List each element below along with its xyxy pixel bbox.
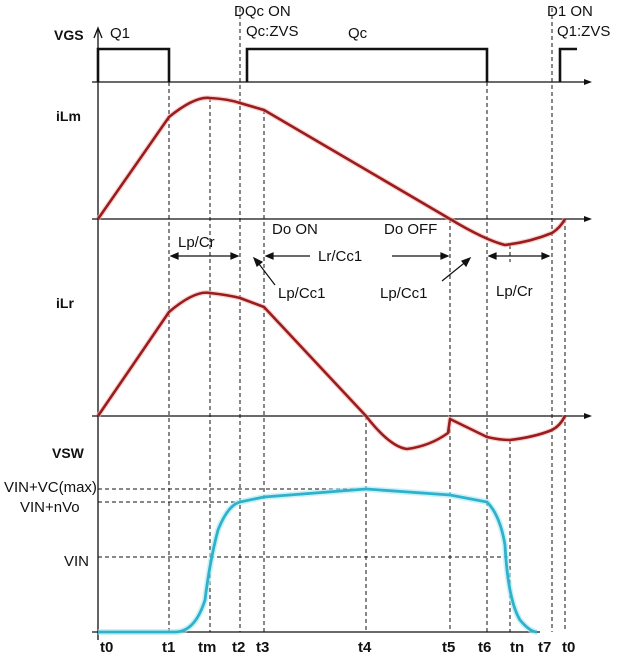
ilr-trace-glow — [95, 290, 568, 452]
vgs-label: VGS — [54, 27, 84, 43]
vgs-trace — [96, 47, 577, 82]
tick-t6: t6 — [478, 639, 491, 656]
lp-cc1-left-label: Lp/Cc1 — [278, 285, 326, 302]
tick-t0-end: t0 — [562, 639, 575, 656]
interval-arrows — [169, 252, 551, 286]
qc-label: Qc — [348, 25, 368, 42]
tick-t2: t2 — [232, 639, 245, 656]
tick-t0: t0 — [100, 639, 113, 656]
tick-t4: t4 — [358, 639, 372, 656]
do-on-label: Do ON — [272, 221, 318, 238]
vmax-label: VIN+VC(max) — [4, 479, 97, 496]
tick-t5: t5 — [442, 639, 455, 656]
dqc-on-label: DQc ON — [234, 3, 291, 20]
q1-zvs-label: Q1:ZVS — [557, 23, 610, 40]
ilm-label: iLm — [56, 108, 81, 124]
vin-label: VIN — [64, 553, 89, 570]
lr-cc1-label: Lr/Cc1 — [318, 248, 362, 265]
ilr-label: iLr — [56, 295, 74, 311]
vsw-trace-glow — [98, 485, 538, 635]
lp-cc1-right-label: Lp/Cc1 — [380, 285, 428, 302]
d1-on-label: D1 ON — [547, 3, 593, 20]
do-off-label: Do OFF — [384, 221, 437, 238]
tick-tm: tm — [198, 639, 216, 656]
ilm-trace — [96, 96, 567, 247]
time-markers — [98, 8, 566, 632]
ilr-trace — [96, 291, 567, 451]
vsw-trace — [98, 487, 538, 634]
tick-tn: tn — [510, 639, 524, 656]
tick-t3: t3 — [256, 639, 269, 656]
vsw-label: VSW — [52, 445, 85, 461]
vin-nvo-label: VIN+nVo — [20, 499, 80, 516]
tick-t7: t7 — [538, 639, 551, 656]
horizontal-axes — [92, 79, 592, 633]
qc-zvs-label: Qc:ZVS — [246, 23, 299, 40]
axis-arrow-icon — [93, 26, 103, 39]
tick-t1: t1 — [162, 639, 175, 656]
lp-cr-left-label: Lp/Cr — [178, 234, 215, 251]
q1-label: Q1 — [110, 25, 130, 42]
lp-cr-right-label: Lp/Cr — [496, 283, 533, 300]
time-tick-labels: t0 t1 tm t2 t3 t4 t5 t6 tn t7 t0 — [100, 639, 575, 656]
